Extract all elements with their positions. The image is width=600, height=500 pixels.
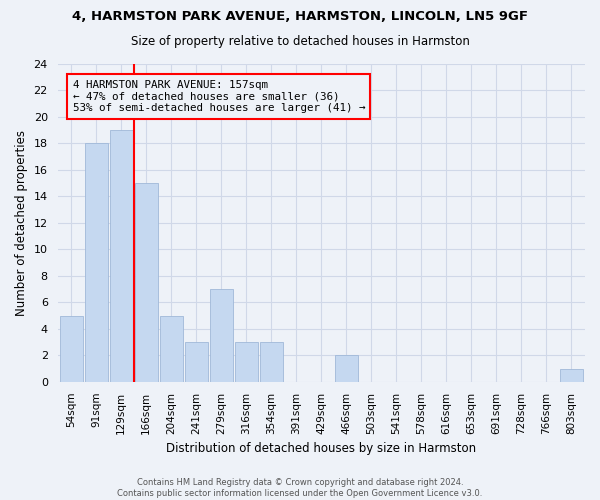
Text: 4 HARMSTON PARK AVENUE: 157sqm
← 47% of detached houses are smaller (36)
53% of : 4 HARMSTON PARK AVENUE: 157sqm ← 47% of … [73,80,365,113]
Bar [110,130,133,382]
Bar [210,289,233,382]
Text: Size of property relative to detached houses in Harmston: Size of property relative to detached ho… [131,35,469,48]
Bar [260,342,283,382]
Bar [60,316,83,382]
X-axis label: Distribution of detached houses by size in Harmston: Distribution of detached houses by size … [166,442,476,455]
Y-axis label: Number of detached properties: Number of detached properties [15,130,28,316]
Text: 4, HARMSTON PARK AVENUE, HARMSTON, LINCOLN, LN5 9GF: 4, HARMSTON PARK AVENUE, HARMSTON, LINCO… [72,10,528,23]
Bar [560,368,583,382]
Bar [185,342,208,382]
Bar [335,356,358,382]
Bar [135,183,158,382]
Bar [235,342,258,382]
Bar [85,144,108,382]
Text: Contains HM Land Registry data © Crown copyright and database right 2024.
Contai: Contains HM Land Registry data © Crown c… [118,478,482,498]
Bar [160,316,183,382]
